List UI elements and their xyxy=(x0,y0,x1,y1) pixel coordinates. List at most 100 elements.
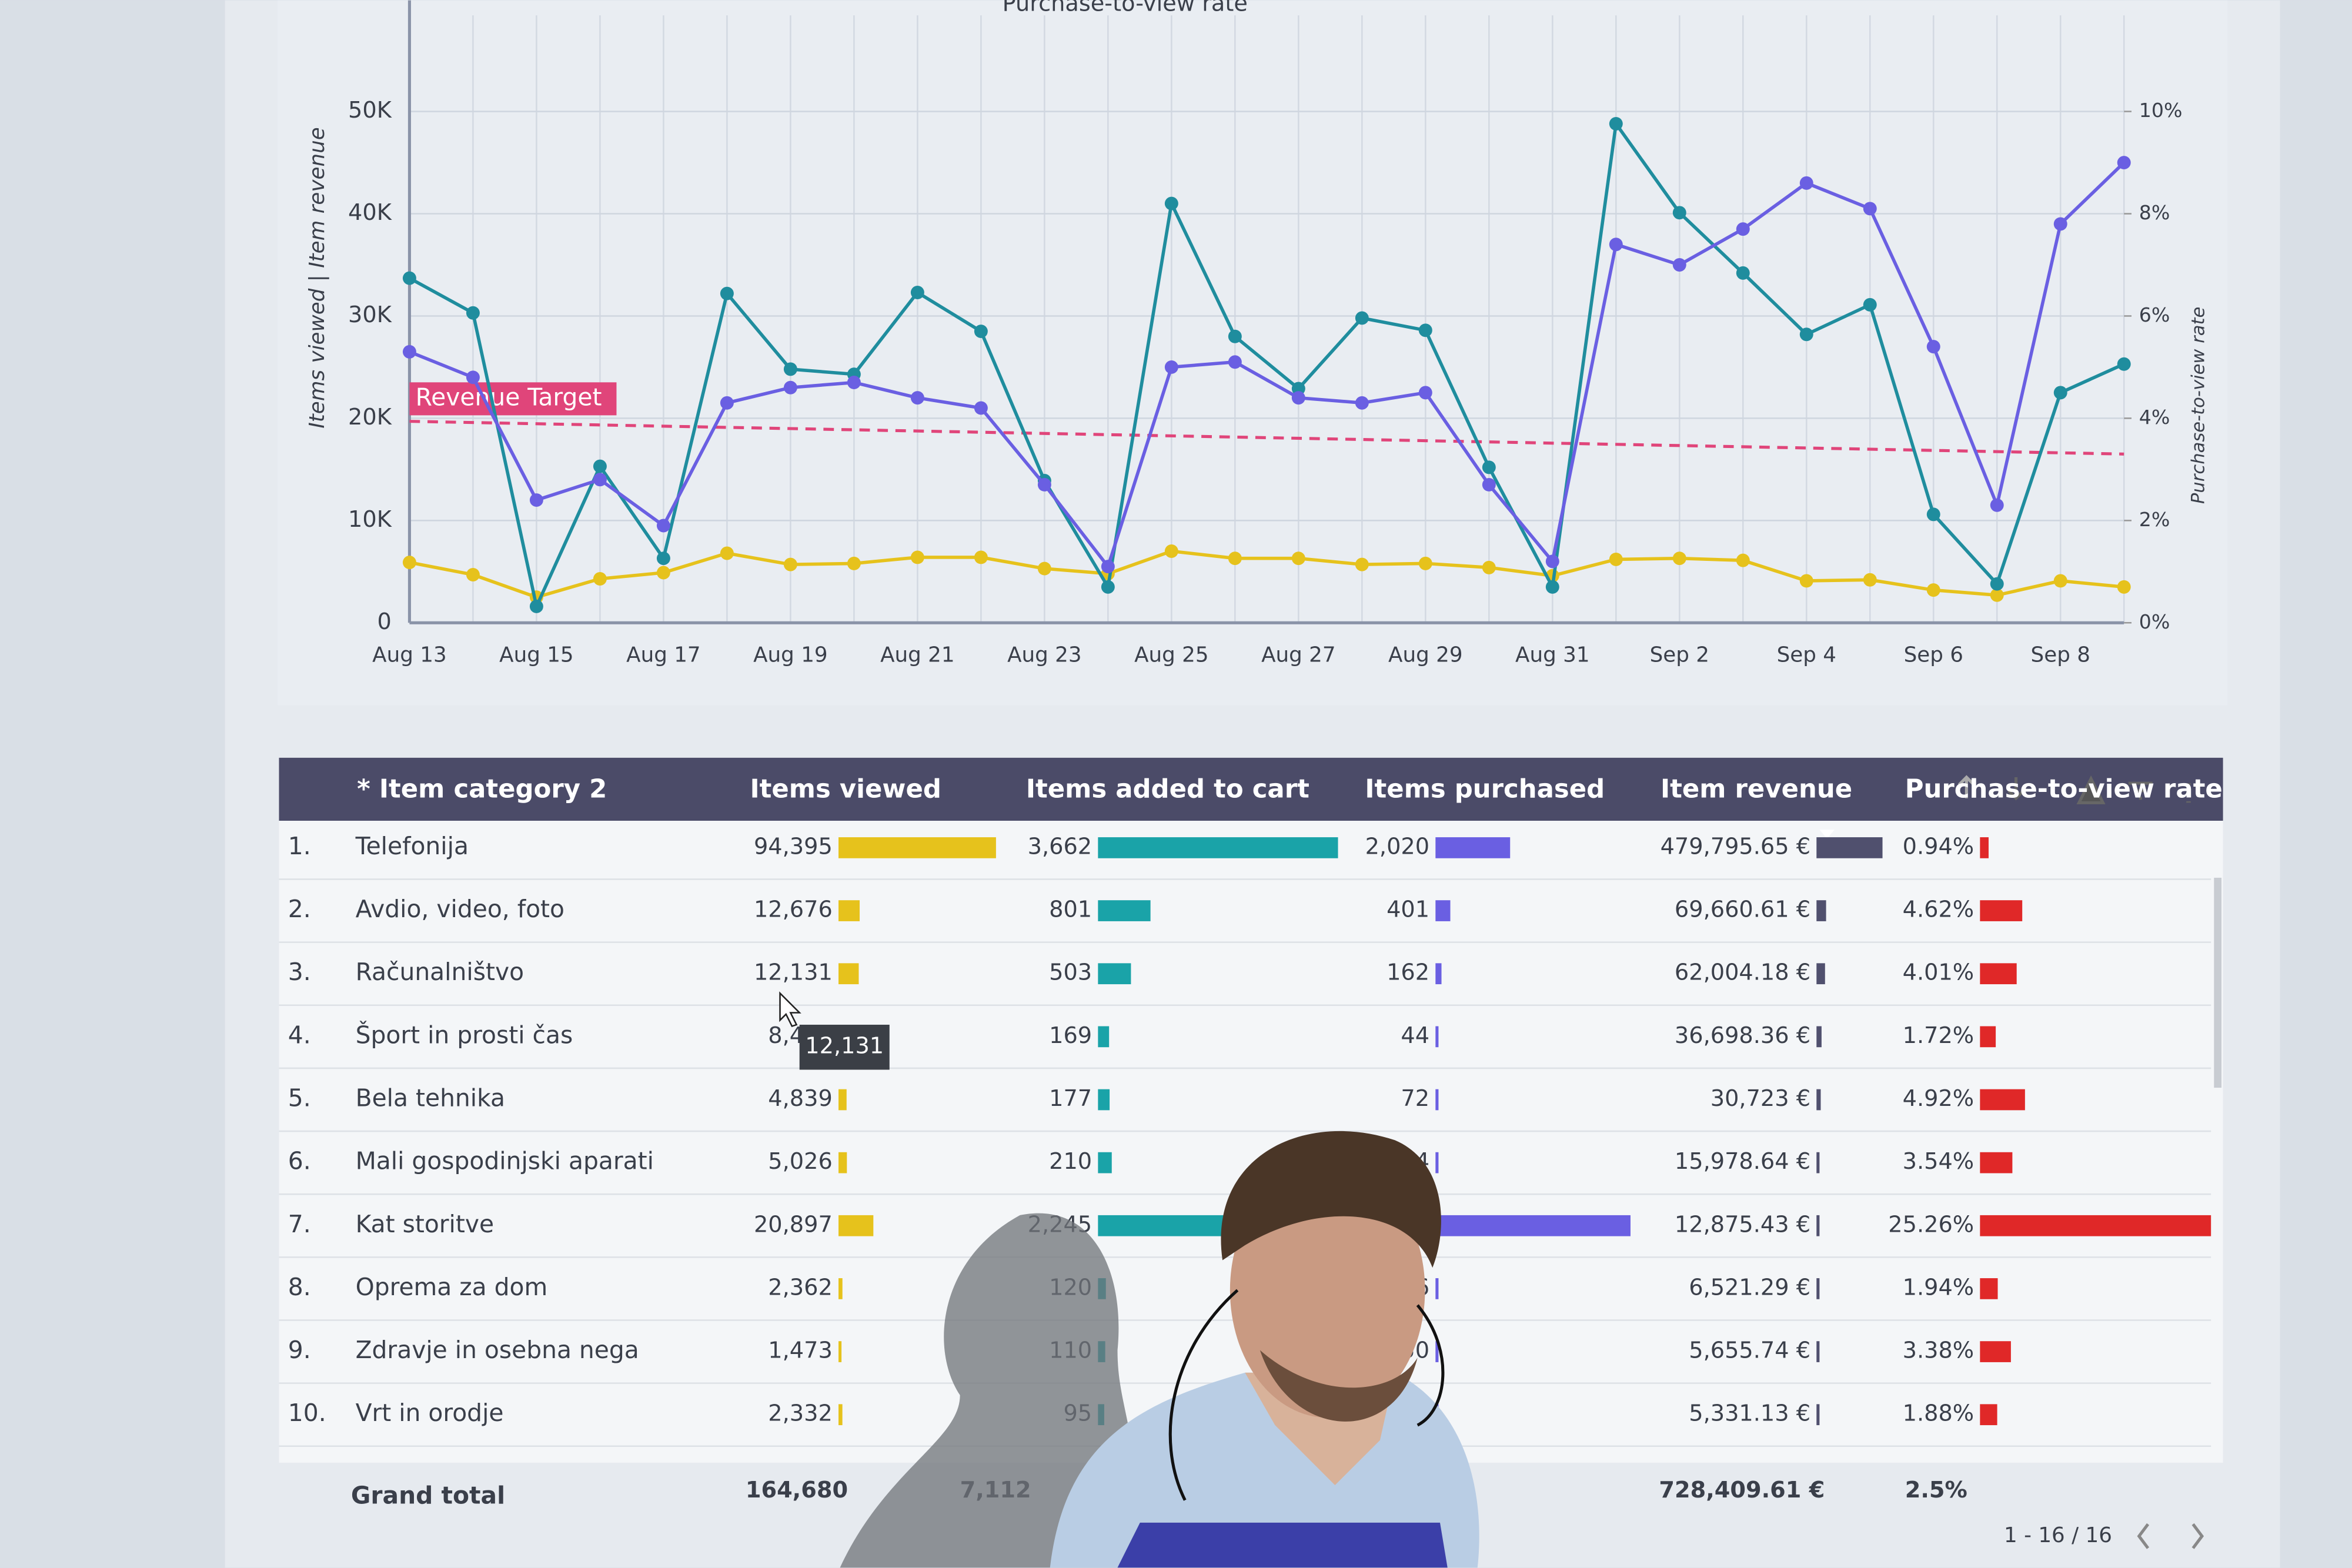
series-point xyxy=(783,362,797,376)
cell-bar xyxy=(1980,963,2017,985)
cell-value: 44 xyxy=(1401,1022,1429,1049)
row-index: 3. xyxy=(288,958,311,986)
x-tick-label: Aug 19 xyxy=(753,643,827,667)
series-point xyxy=(974,401,988,415)
x-tick-label: Aug 21 xyxy=(880,643,955,667)
cell-value: 2,020 xyxy=(1365,833,1430,860)
series-point xyxy=(1799,327,1813,342)
series-point xyxy=(1291,551,1305,566)
tooltip-box xyxy=(799,1024,890,1070)
series-point xyxy=(656,519,670,533)
cell-value: 15,978.64 € xyxy=(1675,1148,1810,1175)
sort-indicator[interactable] xyxy=(1819,830,1835,839)
scrollbar[interactable] xyxy=(2214,877,2222,1088)
row-index: 2. xyxy=(288,895,311,923)
series-point xyxy=(1609,552,1623,566)
cell-bar xyxy=(1980,1215,2211,1236)
cell-bar xyxy=(1816,1341,1820,1362)
cell-bar xyxy=(1980,1026,1996,1048)
y-tick-label: 20K xyxy=(348,404,392,430)
series-point xyxy=(1482,560,1496,574)
row-category: Vrt in orodje xyxy=(356,1399,504,1427)
cell-bar xyxy=(838,1089,847,1111)
cell-value: 25.26% xyxy=(1888,1211,1974,1238)
series-point xyxy=(1291,391,1305,405)
row-index: 6. xyxy=(288,1147,311,1175)
cell-bar xyxy=(838,900,860,921)
cell-value: 2,332 xyxy=(768,1400,833,1427)
y-tick-label: 50K xyxy=(348,97,392,123)
series-point xyxy=(783,380,797,394)
cell-value: 801 xyxy=(1049,897,1092,923)
cell-bar xyxy=(1816,1152,1820,1174)
series-point xyxy=(656,566,670,580)
cell-bar xyxy=(838,1152,847,1174)
cell-value: 162 xyxy=(1387,959,1429,986)
cell-bar xyxy=(1816,1278,1820,1299)
sort-down-icon[interactable] xyxy=(2007,777,2025,801)
cell-value: 1,473 xyxy=(768,1338,833,1364)
cell-bar xyxy=(1098,1026,1110,1048)
cell-value: 169 xyxy=(1049,1022,1092,1049)
cell-bar xyxy=(838,1404,843,1426)
cell-bar xyxy=(1098,963,1131,985)
series-point xyxy=(1990,498,2004,512)
cell-bar xyxy=(1980,1089,2025,1111)
cell-value: 401 xyxy=(1387,897,1429,923)
cell-bar xyxy=(1435,1152,1439,1174)
series-point xyxy=(720,396,734,410)
x-tick-label: Sep 2 xyxy=(1650,643,1709,667)
cell-value: 3.38% xyxy=(1903,1338,1975,1364)
target-line xyxy=(409,420,2124,456)
row-category: Bela tehnika xyxy=(356,1084,505,1112)
cell-bar xyxy=(1435,963,1442,985)
filter-icon[interactable] xyxy=(2128,781,2153,800)
column-header: Items viewed xyxy=(750,774,941,804)
x-tick-label: Sep 4 xyxy=(1777,643,1836,667)
cell-bar xyxy=(1980,1278,1998,1299)
y2-tick-label: 4% xyxy=(2139,406,2170,429)
cell-bar xyxy=(1816,1215,1820,1236)
y2-tick-label: 8% xyxy=(2139,201,2170,224)
x-tick-label: Aug 15 xyxy=(499,643,573,667)
cell-value: 479,795.65 € xyxy=(1661,833,1811,860)
series-point xyxy=(402,345,416,359)
series-point xyxy=(1355,311,1369,325)
cell-value: 6,521.29 € xyxy=(1689,1274,1810,1300)
chart-title: Purchase-to-view rate xyxy=(1003,0,1248,17)
series-point xyxy=(1926,583,1940,597)
row-category: Računalništvo xyxy=(356,958,524,986)
table: * Item category 2 Items viewed Items added… xyxy=(279,774,2223,1510)
series-point xyxy=(783,557,797,571)
page-arrows[interactable] xyxy=(2137,1523,2204,1549)
row-category: Šport in prosti čas xyxy=(356,1021,573,1049)
series-point xyxy=(1164,196,1178,210)
row-category: Kat storitve xyxy=(356,1210,495,1238)
cell-bar xyxy=(838,1278,843,1299)
series-point xyxy=(593,571,607,586)
series-point xyxy=(1990,577,2004,591)
series-point xyxy=(2117,156,2131,170)
cell-bar xyxy=(1098,1152,1112,1174)
total-label: Grand total xyxy=(351,1482,505,1510)
row-index: 1. xyxy=(288,832,311,860)
series-point xyxy=(1609,116,1623,131)
series-point xyxy=(2117,357,2131,371)
cell-bar xyxy=(838,1341,842,1362)
y-tick-label: 0 xyxy=(377,609,391,635)
cell-bar xyxy=(1435,837,1511,858)
cell-bar xyxy=(1980,1404,1997,1426)
series-point xyxy=(2053,217,2067,231)
series-point xyxy=(910,285,924,299)
row-category: Mali gospodinjski aparati xyxy=(356,1147,654,1175)
warning-icon[interactable] xyxy=(2076,775,2106,804)
cell-bar xyxy=(1435,1278,1439,1299)
series-point xyxy=(847,556,861,570)
series-point xyxy=(1228,355,1242,369)
series-point xyxy=(720,546,734,560)
series-point xyxy=(1101,560,1115,574)
series-point xyxy=(1355,396,1369,410)
sort-up-icon[interactable] xyxy=(1957,775,1975,798)
series-point xyxy=(466,370,480,385)
cell-value: 72 xyxy=(1401,1085,1429,1112)
